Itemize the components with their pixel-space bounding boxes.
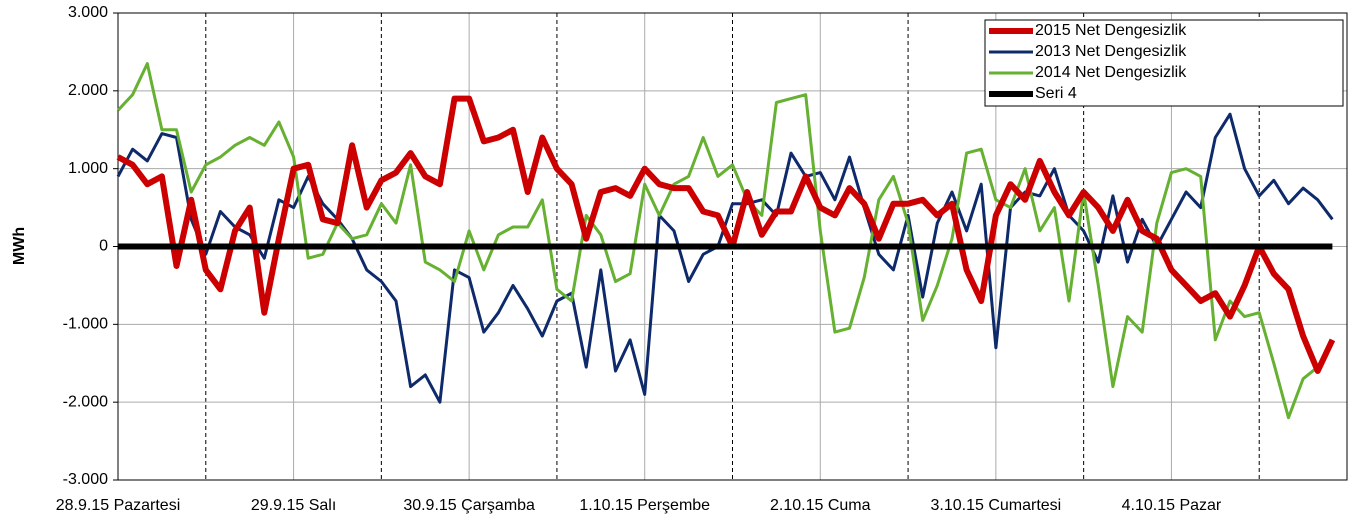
x-tick-label: 2.10.15 Cuma [770, 497, 871, 514]
legend-label: 2015 Net Dengesizlik [1035, 22, 1187, 39]
legend-label: 2014 Net Dengesizlik [1035, 64, 1187, 81]
y-tick-label: 2.000 [68, 82, 108, 99]
legend-label: 2013 Net Dengesizlik [1035, 43, 1187, 60]
y-tick-label: 3.000 [68, 4, 108, 21]
x-tick-label: 29.9.15 Salı [251, 497, 336, 514]
x-tick-label: 3.10.15 Cumartesi [930, 497, 1061, 514]
y-tick-label: -2.000 [63, 393, 108, 410]
x-tick-label: 1.10.15 Perşembe [579, 497, 710, 514]
series-line [116, 62, 1334, 420]
y-axis-label: MWh [11, 227, 28, 265]
y-tick-label: -1.000 [63, 316, 108, 333]
series-line [116, 95, 1336, 374]
legend-label: Seri 4 [1035, 85, 1077, 102]
legend-box [984, 19, 1344, 107]
x-tick-label: 30.9.15 Çarşamba [403, 497, 535, 514]
y-tick-label: 0 [99, 238, 108, 255]
x-tick-label: 4.10.15 Pazar [1122, 497, 1222, 514]
x-tick-label: 28.9.15 Pazartesi [56, 497, 181, 514]
y-tick-label: 1.000 [68, 160, 108, 177]
y-tick-label: -3.000 [63, 471, 108, 488]
